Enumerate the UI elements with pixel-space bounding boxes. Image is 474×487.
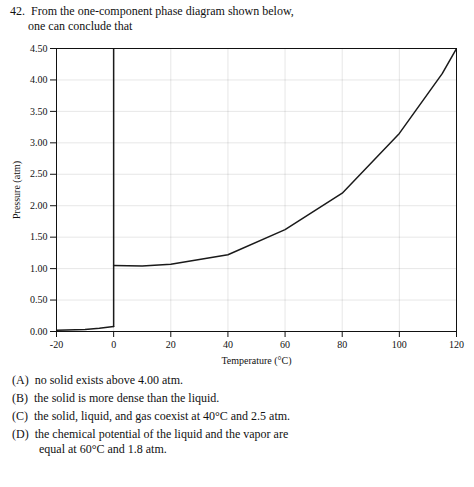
html-text:(C) the solid, liquid, and gas: (C) the solid, liquid, and gas coexist a… [12, 409, 291, 423]
svg-text:Pressure (atm): Pressure (atm) [11, 161, 23, 219]
svg-text:20: 20 [166, 339, 176, 350]
svg-text:60: 60 [280, 339, 290, 350]
svg-text:2.00: 2.00 [30, 200, 48, 211]
svg-text:0.00: 0.00 [30, 326, 48, 337]
svg-text:40: 40 [223, 339, 233, 350]
svg-text:Temperature (°C): Temperature (°C) [221, 355, 291, 367]
svg-text:0: 0 [111, 339, 116, 350]
html-text:(B) the solid is more dense th: (B) the solid is more dense than the liq… [12, 391, 220, 405]
svg-text:100: 100 [392, 339, 407, 350]
svg-text:-20: -20 [50, 339, 63, 350]
svg-text:2.50: 2.50 [30, 168, 48, 179]
html-text:(A) no solid exists above 4.00: (A) no solid exists above 4.00 atm. [12, 373, 183, 387]
svg-text:3.00: 3.00 [30, 137, 48, 148]
html-text:42. From the one-component pha: 42. From the one-component phase diagram… [10, 4, 294, 33]
svg-text:120: 120 [449, 339, 464, 350]
svg-text:1.50: 1.50 [30, 231, 48, 242]
html-text:(D) the chemical potential of: (D) the chemical potential of the liquid… [12, 427, 289, 456]
svg-text:0.50: 0.50 [30, 294, 48, 305]
svg-text:4.50: 4.50 [30, 43, 48, 54]
svg-text:4.00: 4.00 [30, 74, 48, 85]
svg-text:80: 80 [337, 339, 347, 350]
svg-text:1.00: 1.00 [30, 263, 48, 274]
svg-text:3.50: 3.50 [30, 106, 48, 117]
